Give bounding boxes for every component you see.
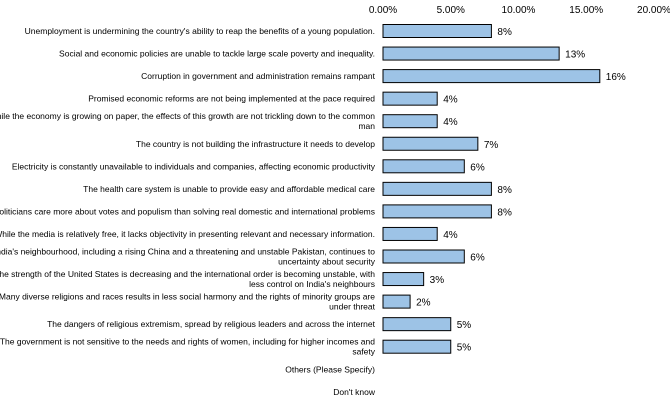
bar-value-label: 8% <box>497 27 512 38</box>
bar <box>382 69 601 84</box>
category-label: Electricity is constantly unavailable to… <box>12 161 376 171</box>
category-label-line: The government is not sensitive to the n… <box>0 337 375 347</box>
bar <box>382 46 560 61</box>
category-label: The country is not building the infrastr… <box>136 139 375 149</box>
bars <box>382 24 601 354</box>
bar-value-label: 6% <box>470 162 485 173</box>
bar-value-label: 16% <box>606 72 626 83</box>
category-labels: Unemployment is undermining the country'… <box>0 26 376 397</box>
category-label: The health care system is unable to prov… <box>83 184 375 194</box>
category-label-line: safety <box>352 347 375 357</box>
category-label: The dangers of religious extremism, spre… <box>47 319 376 329</box>
category-label: Promised economic reforms are not being … <box>88 94 375 104</box>
category-label: Corruption in government and administrat… <box>141 71 376 81</box>
category-label-line: man <box>358 121 375 131</box>
x-tick-label: 20.00% <box>637 5 670 16</box>
category-label-line: less control on India's neighbours <box>249 279 375 289</box>
bar <box>382 226 438 241</box>
x-axis-ticks: 0.00% 5.00% 10.00% 15.00% 20.00% <box>369 5 670 16</box>
category-label-line: Unemployment is undermining the country'… <box>25 26 375 36</box>
bar-value-label: 8% <box>497 185 512 196</box>
bar <box>382 249 465 264</box>
category-label-line: Social and economic policies are unable … <box>59 49 375 59</box>
bar-value-label: 7% <box>484 140 499 151</box>
category-label-line: While the media is relatively free, it l… <box>0 229 375 239</box>
bar <box>382 181 492 196</box>
bar <box>382 114 438 129</box>
x-tick-label: 5.00% <box>437 5 465 16</box>
category-label-line: The strength of the United States is dec… <box>0 269 375 279</box>
category-label-line: under threat <box>329 302 375 312</box>
category-label-line: While the economy is growing on paper, t… <box>0 111 375 121</box>
category-label: Many diverse religions and races results… <box>0 292 376 312</box>
bar <box>382 24 492 38</box>
x-tick-label: 10.00% <box>502 5 536 16</box>
category-label-line: India's neighbourhood, including a risin… <box>0 247 375 257</box>
category-label-line: Promised economic reforms are not being … <box>88 94 375 104</box>
bar <box>382 339 452 354</box>
category-label-line: The dangers of religious extremism, spre… <box>47 319 376 329</box>
category-label: Unemployment is undermining the country'… <box>25 26 375 36</box>
bar-value-label: 4% <box>443 230 458 241</box>
category-label: Don't know <box>333 387 376 397</box>
category-label-line: Others (Please Specify) <box>285 364 375 374</box>
category-label: The government is not sensitive to the n… <box>0 337 376 357</box>
value-labels: 8% 13% 16% 4% 4% 7% 6% 8% 8% 4% 6% 3% 2% 5% 5% <box>416 27 626 354</box>
bar <box>382 294 411 309</box>
x-tick-label: 0.00% <box>369 5 397 16</box>
category-label-line: Don't know <box>333 387 376 397</box>
x-tick-label: 15.00% <box>569 5 603 16</box>
category-label: India's neighbourhood, including a risin… <box>0 247 376 267</box>
bar-value-label: 5% <box>457 343 472 354</box>
bar <box>382 204 492 219</box>
bar <box>382 317 452 332</box>
bar <box>382 272 425 287</box>
category-label-line: Corruption in government and administrat… <box>141 71 376 81</box>
category-label: Others (Please Specify) <box>285 364 375 374</box>
category-label: The strength of the United States is dec… <box>0 269 375 289</box>
category-label: While the media is relatively free, it l… <box>0 229 375 239</box>
bar-value-label: 5% <box>457 320 472 331</box>
bar-value-label: 13% <box>565 50 585 61</box>
category-label-line: Politicians care more about votes and po… <box>0 206 375 216</box>
category-label-line: uncertainty about security <box>278 257 376 267</box>
bar-value-label: 6% <box>470 253 485 264</box>
bar-value-label: 2% <box>416 298 431 309</box>
bar-value-label: 4% <box>443 117 458 128</box>
category-label: Politicians care more about votes and po… <box>0 206 375 216</box>
category-label-line: The health care system is unable to prov… <box>83 184 375 194</box>
bar <box>382 136 479 151</box>
bar <box>382 91 438 106</box>
category-label-line: Electricity is constantly unavailable to… <box>12 161 376 171</box>
bar-value-label: 8% <box>497 207 512 218</box>
bar-value-label: 3% <box>430 275 445 286</box>
category-label-line: Many diverse religions and races results… <box>0 292 375 302</box>
category-label-line: The country is not building the infrastr… <box>136 139 375 149</box>
category-label: While the economy is growing on paper, t… <box>0 111 375 131</box>
category-label: Social and economic policies are unable … <box>59 49 375 59</box>
bar-value-label: 4% <box>443 95 458 106</box>
bar <box>382 159 465 174</box>
